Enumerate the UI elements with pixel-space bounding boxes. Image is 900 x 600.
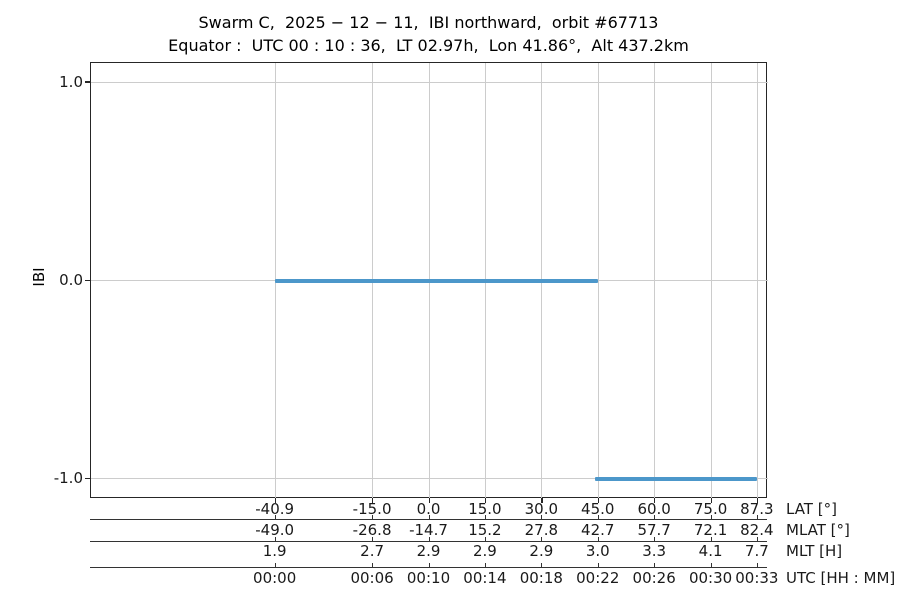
- axis-cell-value: 3.3: [642, 542, 667, 560]
- x-tick-mark: [274, 562, 276, 567]
- ibi-line-segment: [274, 278, 599, 283]
- y-gridline: [91, 478, 768, 480]
- x-tick-mark: [654, 498, 656, 503]
- x-tick-mark: [756, 515, 758, 519]
- x-tick-mark: [654, 537, 656, 542]
- axis-cell-value: 00:14: [463, 568, 507, 587]
- x-tick-mark: [597, 515, 599, 519]
- axis-row-line: [90, 566, 767, 568]
- x-tick-mark: [710, 562, 712, 567]
- axis-cell-value: 0.0: [416, 499, 441, 518]
- x-gridline: [756, 63, 758, 499]
- x-tick-mark: [541, 515, 543, 519]
- x-tick-mark: [372, 562, 374, 567]
- axis-cell-value: 42.7: [581, 521, 615, 539]
- axis-cell-value: 82.4: [740, 521, 774, 539]
- y-tick-label: 0.0: [59, 271, 83, 289]
- axis-cell-value: 57.7: [637, 521, 671, 539]
- x-tick-mark: [541, 562, 543, 567]
- axis-cell-value: 2.9: [529, 542, 554, 560]
- axis-row-label: UTC [HH : MM]: [786, 568, 896, 587]
- y-gridline: [91, 81, 768, 83]
- axis-cell-value: 15.0: [468, 499, 502, 518]
- axis-row-line: [90, 519, 767, 520]
- x-tick-mark: [484, 515, 486, 519]
- x-tick-mark: [541, 498, 543, 503]
- axis-cell-value: 3.0: [585, 542, 610, 560]
- axis-cell-value: 00:33: [735, 568, 779, 587]
- x-tick-mark: [756, 537, 758, 542]
- axis-cell-value: 87.3: [740, 499, 774, 518]
- x-tick-mark: [372, 515, 374, 519]
- axis-cell-value: 45.0: [581, 499, 615, 518]
- x-tick-mark: [372, 537, 374, 542]
- x-tick-mark: [372, 498, 374, 503]
- axis-cell-value: -49.0: [255, 521, 295, 539]
- axis-cell-value: 2.9: [472, 542, 497, 560]
- plot-area: [90, 62, 768, 499]
- x-gridline: [710, 63, 712, 499]
- chart-subtitle: Equator : UTC 00 : 10 : 36, LT 02.97h, L…: [168, 36, 689, 55]
- axis-cell-value: 75.0: [693, 499, 728, 518]
- chart-title: Swarm C, 2025 − 12 − 11, IBI northward, …: [198, 13, 659, 32]
- axis-row-label: LAT [°]: [786, 499, 837, 518]
- axis-cell-value: 00:06: [350, 568, 394, 587]
- x-tick-mark: [428, 537, 430, 542]
- axis-cell-value: 00:18: [519, 568, 563, 587]
- x-tick-mark: [654, 562, 656, 567]
- x-tick-mark: [428, 498, 430, 503]
- y-tick-label: 1.0: [59, 72, 83, 91]
- axis-cell-value: 00:00: [253, 568, 297, 587]
- axis-cell-value: 2.7: [360, 542, 385, 560]
- x-gridline: [597, 63, 599, 499]
- axis-row-label: MLT [H]: [786, 542, 843, 560]
- axis-cell-value: 15.2: [468, 521, 502, 539]
- x-tick-mark: [710, 498, 712, 503]
- x-tick-mark: [710, 515, 712, 519]
- x-gridline: [654, 63, 656, 499]
- axis-cell-value: -14.7: [409, 521, 448, 539]
- x-tick-mark: [756, 562, 758, 567]
- x-tick-mark: [484, 562, 486, 567]
- x-tick-mark: [541, 537, 543, 542]
- axis-cell-value: 72.1: [693, 521, 728, 539]
- x-tick-mark: [274, 498, 276, 503]
- axis-cell-value: 00:10: [406, 568, 451, 587]
- y-tick-label: -1.0: [53, 469, 83, 488]
- x-tick-mark: [274, 537, 276, 542]
- axis-cell-value: 00:30: [688, 568, 733, 587]
- axis-row-line: [90, 541, 767, 543]
- x-tick-mark: [428, 515, 430, 519]
- y-tick-mark: [85, 279, 90, 281]
- x-tick-mark: [597, 498, 599, 503]
- axis-cell-value: -15.0: [352, 499, 392, 518]
- x-tick-mark: [484, 498, 487, 503]
- y-tick-mark: [85, 81, 90, 83]
- x-tick-mark: [597, 562, 599, 567]
- axis-cell-value: 2.9: [416, 542, 441, 560]
- axis-row-label: MLAT [°]: [786, 521, 850, 539]
- x-tick-mark: [756, 498, 759, 503]
- y-tick-mark: [85, 477, 90, 479]
- axis-cell-value: -40.9: [255, 499, 295, 518]
- axis-cell-value: -26.8: [352, 521, 392, 539]
- axis-cell-value: 4.1: [698, 542, 723, 560]
- ibi-line-segment: [595, 476, 757, 481]
- axis-cell-value: 00:22: [576, 568, 620, 587]
- axis-cell-value: 1.9: [262, 542, 287, 560]
- axis-cell-value: 30.0: [524, 499, 559, 518]
- x-tick-mark: [710, 537, 712, 542]
- axis-cell-value: 00:26: [632, 568, 676, 587]
- axis-cell-value: 60.0: [637, 499, 671, 518]
- x-tick-mark: [654, 515, 656, 519]
- x-tick-mark: [428, 562, 430, 567]
- x-tick-mark: [274, 515, 276, 519]
- axis-cell-value: 27.8: [524, 521, 559, 539]
- axis-cell-value: 7.7: [744, 542, 769, 560]
- x-tick-mark: [597, 537, 599, 542]
- x-tick-mark: [484, 537, 486, 542]
